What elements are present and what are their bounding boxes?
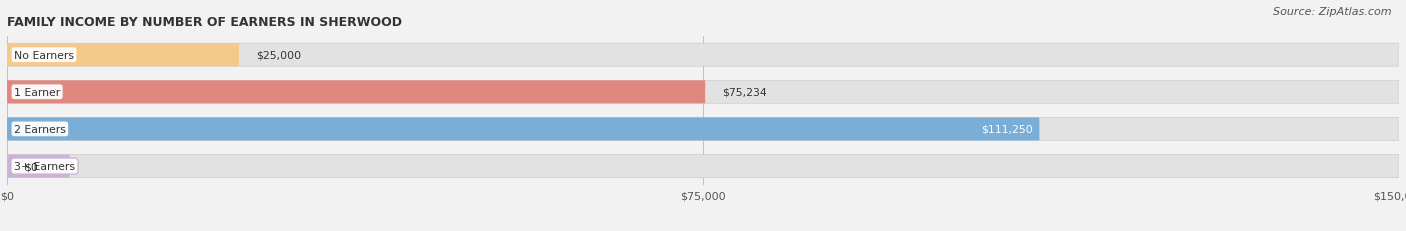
- Text: 1 Earner: 1 Earner: [14, 87, 60, 97]
- FancyBboxPatch shape: [7, 118, 1039, 141]
- Text: 2 Earners: 2 Earners: [14, 124, 66, 134]
- Text: 3+ Earners: 3+ Earners: [14, 161, 75, 171]
- FancyBboxPatch shape: [7, 118, 1399, 141]
- Text: No Earners: No Earners: [14, 50, 75, 61]
- Text: $25,000: $25,000: [256, 50, 301, 61]
- FancyBboxPatch shape: [7, 44, 239, 67]
- FancyBboxPatch shape: [7, 155, 1399, 178]
- FancyBboxPatch shape: [7, 44, 1399, 67]
- Text: $111,250: $111,250: [980, 124, 1032, 134]
- Text: $0: $0: [24, 161, 38, 171]
- Text: $75,234: $75,234: [721, 87, 766, 97]
- FancyBboxPatch shape: [7, 81, 1399, 104]
- FancyBboxPatch shape: [7, 155, 70, 178]
- FancyBboxPatch shape: [7, 81, 706, 104]
- Text: FAMILY INCOME BY NUMBER OF EARNERS IN SHERWOOD: FAMILY INCOME BY NUMBER OF EARNERS IN SH…: [7, 16, 402, 29]
- Text: Source: ZipAtlas.com: Source: ZipAtlas.com: [1274, 7, 1392, 17]
